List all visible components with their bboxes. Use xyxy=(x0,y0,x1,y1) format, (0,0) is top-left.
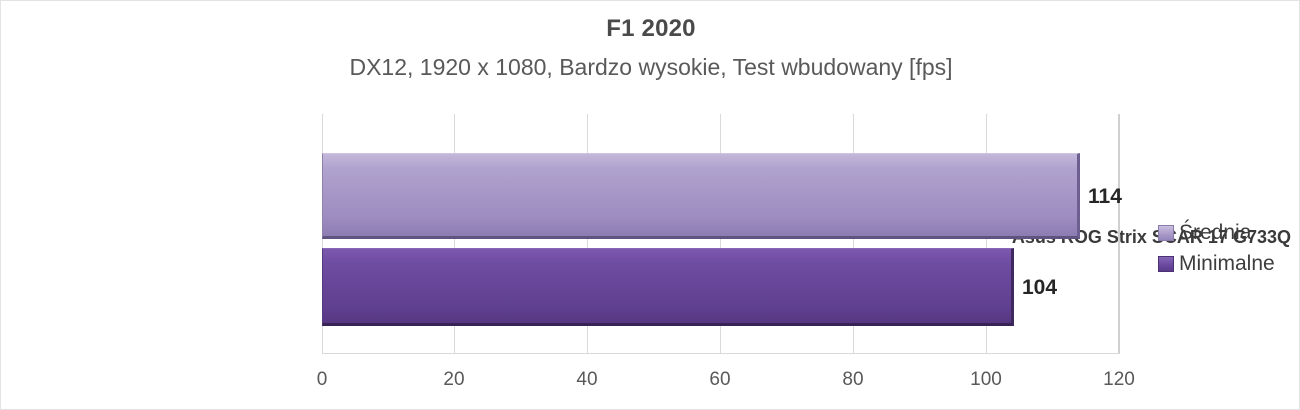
legend-label-minimalne: Minimalne xyxy=(1179,251,1275,275)
x-tick-0: 0 xyxy=(316,369,328,390)
legend-item-srednia[interactable]: Średnia xyxy=(1158,217,1275,248)
bar-value-srednia: 114 xyxy=(1088,185,1122,208)
category-axis-label: Asus ROG Strix SCAR 17 G733Q xyxy=(1011,227,1291,247)
bar-srednia[interactable] xyxy=(322,153,1080,239)
chart-legend: Średnia Minimalne xyxy=(1158,217,1275,279)
x-tick-60: 60 xyxy=(709,369,731,390)
chart-title: F1 2020 xyxy=(606,15,696,42)
x-tick-20: 20 xyxy=(443,369,465,390)
x-tick-80: 80 xyxy=(842,369,864,390)
x-tick-120: 120 xyxy=(1103,369,1135,390)
legend-label-srednia: Średnia xyxy=(1179,220,1252,244)
x-tick-100: 100 xyxy=(970,369,1002,390)
chart-subtitle: DX12, 1920 x 1080, Bardzo wysokie, Test … xyxy=(349,54,953,80)
x-axis-line xyxy=(322,353,1120,354)
legend-item-minimalne[interactable]: Minimalne xyxy=(1158,248,1275,279)
legend-swatch-minimalne-icon xyxy=(1158,255,1174,272)
x-tick-40: 40 xyxy=(576,369,598,390)
legend-swatch-srednia-icon xyxy=(1158,224,1174,241)
bar-minimalne[interactable] xyxy=(322,248,1014,326)
gridline-120 xyxy=(1118,114,1120,353)
bar-value-minimalne: 104 xyxy=(1022,276,1058,299)
plot-area: 114 104 xyxy=(322,114,1122,353)
